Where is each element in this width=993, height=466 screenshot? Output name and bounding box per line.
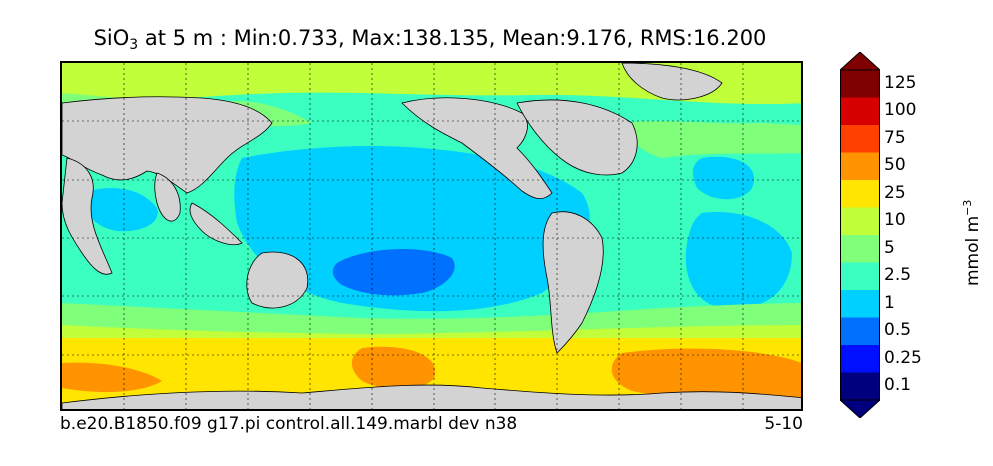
ocean-region-west-orange: [62, 362, 162, 393]
colorbar-segment: [840, 317, 880, 345]
colorbar-segment: [840, 207, 880, 235]
colorbar-tick-label: 0.5: [884, 320, 912, 341]
colorbar-tick-label: 0.1: [884, 375, 912, 396]
plot-title: SiO3 at 5 m : Min:0.733, Max:138.135, Me…: [0, 26, 860, 53]
colorbar-tick-label: 100: [884, 100, 917, 121]
ocean-region-north-pacific-band: [622, 121, 801, 158]
map-panel: [60, 61, 803, 411]
ocean-region-arabian-cyan: [81, 188, 158, 232]
land-africa-east: [62, 157, 113, 275]
title-var-subscript: 3: [129, 37, 139, 53]
ocean-region-south-atlantic-cyan: [685, 212, 792, 309]
colorbar-segment: [840, 345, 880, 373]
colorbar-tick-label: 125: [884, 72, 917, 93]
colorbar-tick-label: 50: [884, 155, 906, 176]
ocean-region-atlantic-cyan: [692, 156, 754, 200]
colorbar-tick-label: 1: [884, 292, 895, 313]
land-australia: [246, 251, 309, 309]
year-range: 5-10: [764, 414, 803, 434]
colorbar-extend-max: [840, 52, 880, 71]
colorbar-tick-label: 0.25: [884, 347, 922, 368]
land-layer: [62, 63, 801, 409]
ocean-region-south-pacific-minimum: [332, 248, 455, 296]
land-north-america-west: [401, 97, 553, 200]
colorbar-segment: [840, 70, 880, 98]
colorbar-segment: [840, 97, 880, 125]
colorbar-segment: [840, 290, 880, 318]
colorbar-tick-label: 75: [884, 127, 906, 148]
colorbar-tick-label: 2.5: [884, 265, 912, 286]
colorbar-units: mmol m−3: [961, 183, 983, 303]
colorbar-segment: [840, 125, 880, 153]
ocean-region-weddell-orange: [611, 348, 801, 401]
land-india: [154, 172, 181, 222]
colorbar-segment: [840, 262, 880, 290]
units-exponent: −3: [961, 199, 975, 216]
ocean-region-pacific-cyan: [234, 146, 590, 312]
colorbar-tick-label: 10: [884, 210, 906, 231]
colorbar-segment: [840, 235, 880, 263]
ocean-region-southern-green: [62, 303, 801, 333]
title-stats: at 5 m : Min:0.733, Max:138.135, Mean:9.…: [138, 26, 767, 50]
land-south-america: [542, 211, 604, 354]
land-antarctica: [62, 384, 801, 409]
land-eurasia: [62, 96, 273, 194]
title-var: SiO: [93, 26, 130, 50]
ocean-region-arctic: [62, 63, 801, 104]
graticule: [62, 63, 801, 409]
colorbar-segment: [840, 180, 880, 208]
units-text: mmol m: [962, 215, 983, 287]
land-greenland: [621, 63, 723, 101]
land-southeast-asia: [189, 202, 243, 246]
run-name: b.e20.B1850.f09 g17.pi control.all.149.m…: [60, 414, 518, 434]
colorbar-segment: [840, 372, 880, 400]
colorbar-extend-min: [840, 399, 880, 418]
global-map: [62, 63, 801, 409]
colorbar-tick-label: 5: [884, 237, 895, 258]
colorbar-frame: [840, 69, 880, 401]
ocean-region-ross-orange: [351, 346, 436, 389]
colorbar-segment: [840, 152, 880, 180]
colorbar: [840, 52, 880, 418]
colorbar-tick-label: 25: [884, 182, 906, 203]
land-north-america-east: [516, 99, 638, 176]
